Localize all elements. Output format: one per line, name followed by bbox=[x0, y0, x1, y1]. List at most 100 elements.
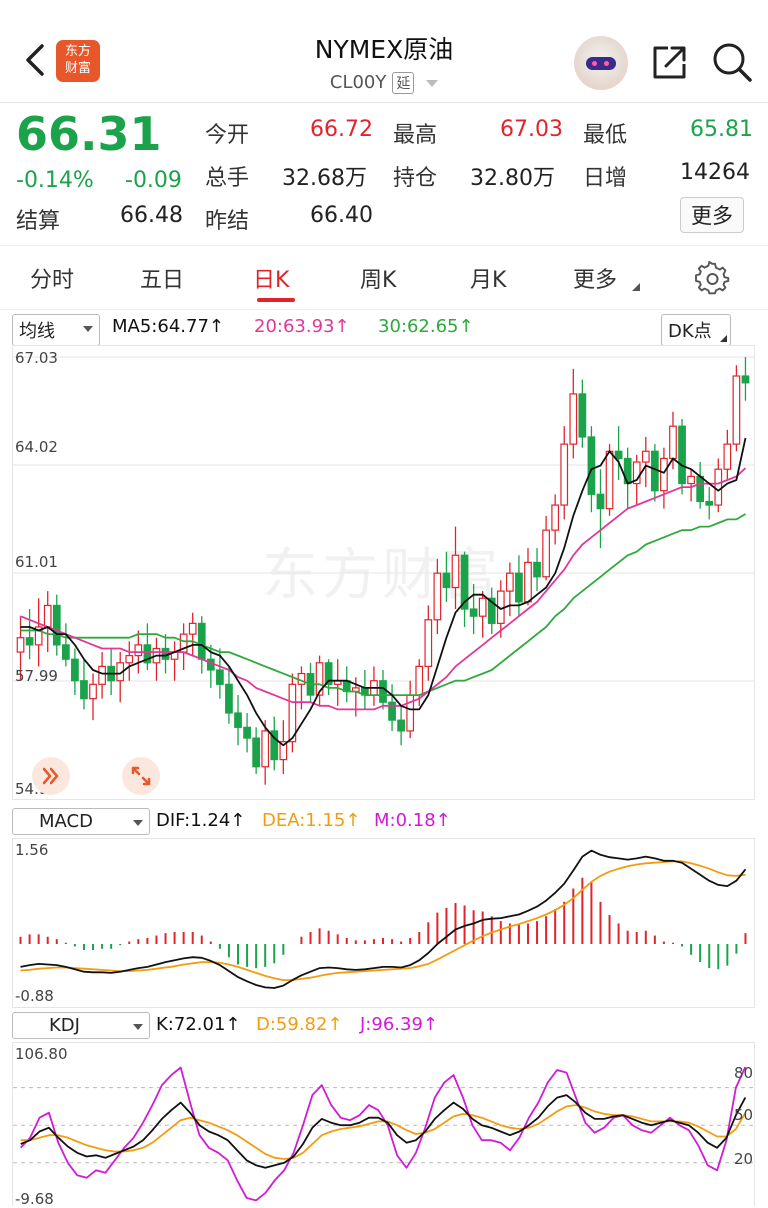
collapse-panel-button[interactable] bbox=[32, 757, 70, 795]
chart-settings-button[interactable] bbox=[695, 261, 730, 296]
candle-down bbox=[578, 393, 587, 438]
candle-up bbox=[632, 461, 641, 485]
high-value: 67.03 bbox=[500, 117, 563, 142]
dropdown-icon bbox=[83, 326, 93, 332]
candle-up bbox=[315, 662, 324, 696]
kdj-select-label: KDJ bbox=[49, 1015, 80, 1036]
candle-down bbox=[696, 475, 705, 503]
candle-down bbox=[243, 726, 251, 739]
ma30-line bbox=[20, 513, 746, 696]
candle-down bbox=[442, 572, 451, 589]
low-value: 65.81 bbox=[690, 117, 753, 142]
quote-divider bbox=[0, 245, 768, 246]
candle-up bbox=[524, 561, 532, 603]
contract-code: CL00Y bbox=[329, 72, 387, 93]
gear-icon bbox=[695, 261, 730, 295]
ma20-value: 20:63.93↑ bbox=[254, 316, 350, 337]
kdj-j-line bbox=[20, 1066, 747, 1202]
candle-up bbox=[560, 443, 569, 506]
macd-select-label: MACD bbox=[39, 811, 93, 832]
candle-down bbox=[80, 680, 88, 700]
candle-up bbox=[687, 475, 695, 485]
dropdown-icon bbox=[133, 820, 143, 826]
candle-up bbox=[89, 683, 97, 700]
back-button[interactable] bbox=[18, 40, 54, 80]
dk-point-button[interactable]: DK点 bbox=[661, 314, 731, 346]
open-interest-label: 持仓 bbox=[393, 166, 438, 191]
tab-five-day[interactable]: 五日 bbox=[140, 268, 185, 293]
active-tab-indicator bbox=[257, 298, 295, 302]
macd-axis-label: 1.56 bbox=[15, 841, 49, 859]
candle-up bbox=[660, 457, 668, 492]
low-label: 最低 bbox=[583, 123, 628, 148]
kdj-select[interactable]: KDJ bbox=[12, 1012, 150, 1039]
last-price: 66.31 bbox=[16, 107, 162, 161]
candle-down bbox=[533, 561, 541, 578]
candle-up bbox=[34, 626, 43, 646]
daily-increase-value: 14264 bbox=[680, 160, 750, 185]
tab-monthly-k[interactable]: 月K bbox=[470, 268, 507, 293]
search-button[interactable] bbox=[710, 40, 754, 84]
fullscreen-button[interactable] bbox=[122, 757, 160, 795]
header-divider bbox=[0, 102, 768, 103]
tab-daily-k[interactable]: 日K bbox=[253, 268, 290, 293]
corner-triangle-icon bbox=[720, 335, 727, 342]
macd-dif-line bbox=[20, 849, 747, 989]
prev-settle-label: 昨结 bbox=[205, 209, 250, 234]
ma-select-label: 均线 bbox=[19, 321, 55, 342]
quote-more-button[interactable]: 更多 bbox=[680, 197, 744, 233]
ma5-value: MA5:64.77↑ bbox=[112, 316, 224, 337]
candle-up bbox=[261, 730, 270, 768]
candle-down bbox=[678, 425, 686, 485]
candle-up bbox=[506, 572, 514, 592]
candle-down bbox=[614, 450, 623, 460]
tab-more[interactable]: 更多 bbox=[573, 268, 618, 293]
share-button[interactable] bbox=[650, 42, 690, 82]
candle-down bbox=[397, 719, 405, 732]
delay-tag: 延 bbox=[392, 72, 415, 94]
kdj-level-label: 50 bbox=[734, 1106, 754, 1124]
candle-down bbox=[143, 644, 152, 664]
kdj-level-label: 20 bbox=[734, 1150, 754, 1168]
candle-down bbox=[25, 637, 34, 646]
prev-settle-value: 66.40 bbox=[310, 203, 373, 228]
kdj-axis-label: -9.68 bbox=[15, 1190, 54, 1208]
candle-up bbox=[433, 572, 442, 621]
kdj-level-label: 80 bbox=[734, 1064, 754, 1082]
macd-select[interactable]: MACD bbox=[12, 808, 150, 835]
candle-up bbox=[424, 619, 433, 667]
contract-code-row[interactable]: CL00Y 延 bbox=[0, 72, 768, 94]
macd-m-value: M:0.18↑ bbox=[374, 810, 451, 831]
candle-down bbox=[705, 500, 714, 506]
tab-weekly-k[interactable]: 周K bbox=[360, 268, 397, 293]
candle-up bbox=[188, 622, 197, 635]
settle-label: 结算 bbox=[16, 209, 61, 234]
candle-down bbox=[234, 712, 242, 728]
ma20-line bbox=[20, 467, 747, 711]
macd-axis-label: -0.88 bbox=[15, 987, 54, 1005]
candle-up bbox=[569, 393, 578, 445]
chevron-left-icon bbox=[26, 44, 44, 76]
volume-value: 32.68万 bbox=[282, 166, 367, 191]
volume-label: 总手 bbox=[205, 166, 250, 191]
ma5-line bbox=[20, 437, 747, 747]
candle-down bbox=[741, 375, 750, 384]
macd-chart-frame bbox=[12, 838, 755, 1008]
avatar[interactable] bbox=[574, 36, 628, 90]
robot-visor-icon bbox=[586, 57, 616, 70]
candle-down bbox=[596, 493, 605, 510]
candle-up bbox=[551, 504, 560, 531]
macd-dea-value: DEA:1.15↑ bbox=[262, 810, 361, 831]
kdj-k-value: K:72.01↑ bbox=[156, 1014, 241, 1035]
app-logo: 东方 财富 bbox=[56, 40, 100, 82]
ma-select[interactable]: 均线 bbox=[12, 314, 100, 346]
candle-up bbox=[98, 665, 106, 685]
candle-down bbox=[61, 644, 70, 660]
candle-down bbox=[469, 608, 478, 617]
candle-down bbox=[487, 597, 496, 624]
tab-intraday[interactable]: 分时 bbox=[30, 268, 75, 293]
change-percent: -0.14% bbox=[16, 168, 94, 193]
change-value: -0.09 bbox=[125, 168, 182, 193]
candle-up bbox=[125, 655, 134, 664]
